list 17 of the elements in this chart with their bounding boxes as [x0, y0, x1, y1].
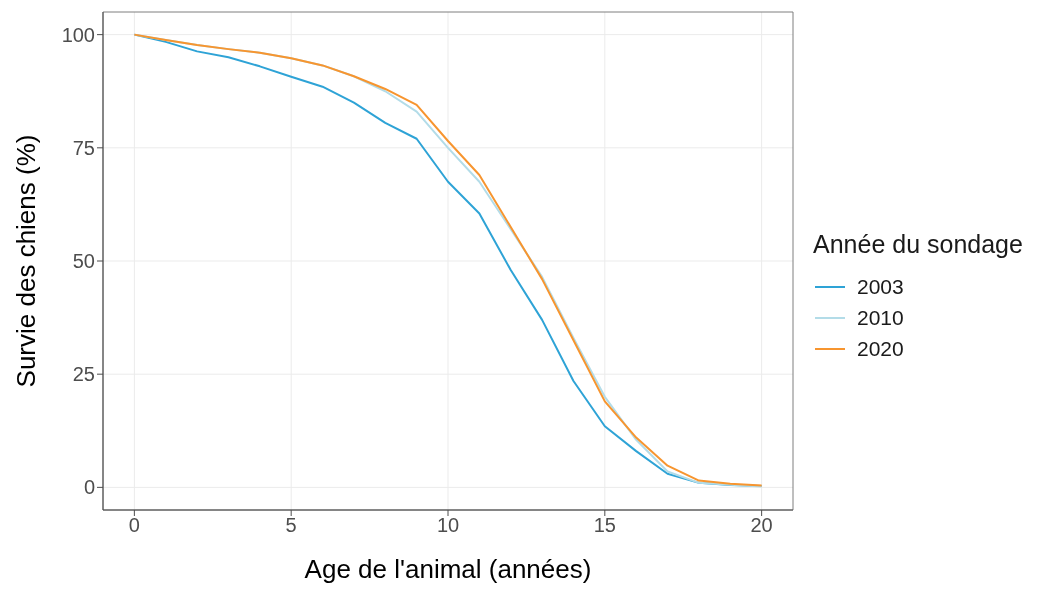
- y-tick-label: 100: [61, 23, 95, 46]
- y-axis-title: Survie des chiens (%): [11, 134, 42, 388]
- y-tick-label: 50: [72, 250, 95, 273]
- x-tick-label: 15: [593, 514, 616, 537]
- legend-label: 2010: [857, 305, 904, 330]
- legend-title: Année du sondage: [813, 230, 1024, 259]
- legend-label: 2003: [857, 274, 904, 299]
- y-tick-label: 0: [83, 476, 95, 499]
- line-series: [133, 33, 763, 488]
- x-tick-label: 20: [750, 514, 773, 537]
- y-tick-label: 25: [72, 363, 95, 386]
- x-tick-label: 10: [436, 514, 460, 537]
- x-tick-label: 0: [128, 514, 140, 537]
- y-tick-label: 75: [72, 136, 95, 159]
- x-tick-label: 5: [285, 514, 297, 537]
- legend-label: 2020: [857, 336, 904, 361]
- x-axis-title: Age de l'animal (années): [304, 554, 592, 584]
